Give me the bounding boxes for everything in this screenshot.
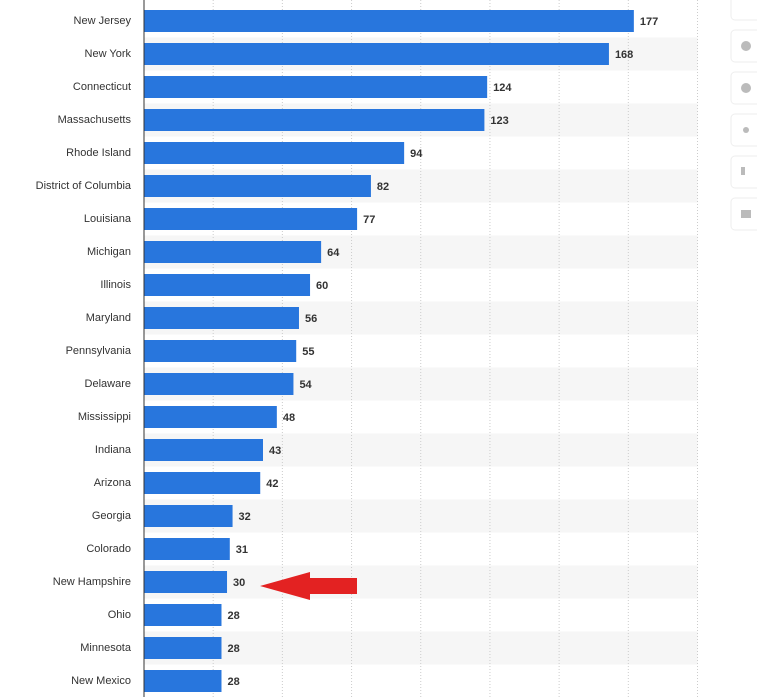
y-tick-label: District of Columbia (36, 180, 132, 192)
y-tick-label: Delaware (85, 378, 131, 390)
favorite-button[interactable] (730, 0, 757, 21)
bar (144, 109, 485, 131)
value-label: 168 (615, 49, 633, 61)
y-tick-label: New Mexico (71, 675, 131, 687)
gear-icon (741, 83, 751, 93)
value-label: 123 (490, 115, 508, 127)
bar (144, 10, 634, 32)
value-label: 28 (227, 676, 239, 688)
share-icon (743, 127, 749, 133)
bar (144, 472, 261, 494)
bar (144, 373, 294, 395)
bar (144, 43, 609, 65)
y-tick-label: Louisiana (84, 213, 132, 225)
y-tick-label: Arizona (94, 477, 132, 489)
print-icon (741, 210, 751, 218)
y-tick-label: Ohio (108, 609, 131, 621)
value-label: 124 (493, 82, 512, 94)
value-label: 56 (305, 313, 317, 325)
bar (144, 76, 488, 98)
value-label: 28 (227, 643, 239, 655)
value-label: 177 (640, 16, 658, 28)
bar (144, 406, 277, 428)
bar (144, 571, 228, 593)
value-label: 48 (283, 412, 295, 424)
value-label: 43 (269, 445, 281, 457)
value-label: 31 (236, 544, 248, 556)
y-tick-label: Michigan (87, 246, 131, 258)
bar (144, 274, 311, 296)
bar (144, 637, 222, 659)
value-label: 60 (316, 280, 328, 292)
y-tick-label: New York (85, 48, 132, 60)
value-label: 28 (227, 610, 239, 622)
bar (144, 538, 230, 560)
value-label: 42 (266, 478, 278, 490)
y-tick-label: Illinois (100, 279, 131, 291)
bar (144, 307, 299, 329)
bar (144, 142, 405, 164)
y-tick-label: Rhode Island (66, 147, 131, 159)
y-tick-label: New Hampshire (53, 576, 131, 588)
y-tick-label: Massachusetts (58, 114, 132, 126)
bar (144, 439, 264, 461)
value-label: 55 (302, 346, 314, 358)
y-tick-label: Maryland (86, 312, 131, 324)
y-tick-label: Mississippi (78, 411, 131, 423)
y-tick-label: Connecticut (73, 81, 131, 93)
y-tick-label: Pennsylvania (66, 345, 132, 357)
value-label: 54 (299, 379, 312, 391)
value-label: 64 (327, 247, 340, 259)
quote-icon (741, 167, 745, 175)
value-label: 82 (377, 181, 389, 193)
bar (144, 670, 222, 692)
y-tick-label: New Jersey (74, 15, 132, 27)
arrow-annotation (260, 572, 357, 600)
bars: 177 168 124 123 94 82 77 64 60 56 55 54 48 43 42 32 31 30… (144, 10, 658, 692)
bar (144, 175, 371, 197)
value-label: 30 (233, 577, 245, 589)
bar (144, 604, 222, 626)
y-tick-label: Indiana (95, 444, 132, 456)
y-tick-label: Minnesota (80, 642, 132, 654)
value-label: 94 (410, 148, 423, 160)
bell-icon (741, 41, 751, 51)
bar (144, 208, 358, 230)
value-label: 77 (363, 214, 375, 226)
bar (144, 241, 322, 263)
y-tick-label: Georgia (92, 510, 132, 522)
value-label: 32 (239, 511, 251, 523)
sidebar (730, 0, 757, 231)
y-tick-label: Colorado (86, 543, 131, 555)
bar (144, 340, 297, 362)
bar (144, 505, 233, 527)
